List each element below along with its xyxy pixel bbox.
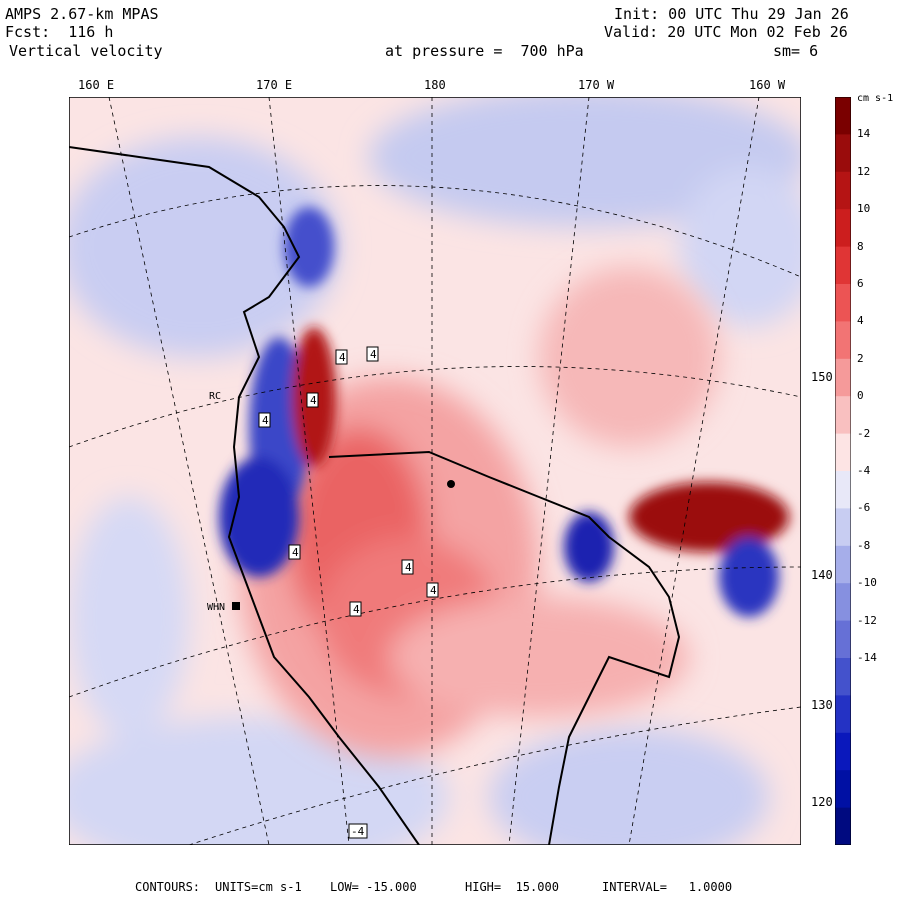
- colorbar-segment: [835, 433, 851, 472]
- contour-label: 4: [262, 414, 269, 427]
- negative-regions: [69, 97, 801, 845]
- footer-interval: INTERVAL= 1.0000: [602, 880, 733, 894]
- colorbar-segment: [835, 134, 851, 173]
- colorbar-tick-label: 6: [857, 277, 864, 290]
- colorbar-segment: [835, 545, 851, 584]
- colorbar-segment: [835, 658, 851, 696]
- contour-label: 4: [370, 348, 377, 361]
- variable-name: Vertical velocity: [9, 42, 163, 60]
- colorbar-tick-label: 4: [857, 314, 864, 328]
- contour-label: -4: [351, 825, 365, 838]
- colorbar-segment: [835, 508, 851, 547]
- lon-label-170w: 170 W: [578, 78, 615, 92]
- colorbar-segment: [835, 583, 851, 622]
- pressure-level: at pressure = 700 hPa: [385, 42, 584, 60]
- colorbar: [835, 97, 851, 845]
- valid-time: Valid: 20 UTC Mon 02 Feb 26: [604, 23, 848, 41]
- init-time: Init: 00 UTC Thu 29 Jan 26: [614, 5, 849, 23]
- model-title: AMPS 2.67-km MPAS: [5, 5, 159, 23]
- colorbar-tick-label: 14: [857, 127, 871, 141]
- station-label: RC: [209, 391, 221, 402]
- smoothing-label: sm= 6: [773, 42, 819, 60]
- colorbar-segment: [835, 358, 851, 397]
- colorbar-segment: [835, 321, 851, 360]
- colorbar-segment: [835, 396, 851, 435]
- colorbar-segment: [835, 807, 851, 845]
- footer-units: UNITS=cm s-1: [215, 880, 302, 894]
- colorbar-tick-label: -2: [857, 426, 871, 440]
- vertical-velocity-map: 4 4 4 4 4 4 4 4 -4 WHN RC: [69, 97, 801, 845]
- contour-label: 4: [353, 603, 360, 616]
- lon-label-160e: 160 E: [78, 78, 115, 92]
- colorbar-tick-label: 0: [857, 389, 864, 403]
- colorbar-segment: [835, 97, 851, 135]
- colorbar-segment: [835, 284, 851, 322]
- forecast-hour: Fcst: 116 h: [5, 23, 114, 41]
- colorbar-segment: [835, 171, 851, 210]
- colorbar-tick-label: -14: [857, 651, 877, 664]
- station-marker: [232, 602, 240, 610]
- lon-label-180: 180: [424, 78, 446, 92]
- graticule: [69, 97, 801, 845]
- footer-contours: CONTOURS:: [135, 880, 201, 894]
- positive-regions: [239, 267, 719, 757]
- colorbar-tick-label: 8: [857, 239, 864, 253]
- footer-low: LOW= -15.000: [330, 880, 417, 894]
- colorbar-segment: [835, 471, 851, 509]
- colorbar-tick-label: -4: [857, 464, 871, 477]
- station-marker: [447, 480, 455, 488]
- footer-high: HIGH= 15.000: [465, 880, 559, 894]
- colorbar-tick-label: 12: [857, 164, 871, 178]
- colorbar-segment: [835, 732, 851, 771]
- lon-label-160w: 160 W: [749, 78, 786, 92]
- contour-label: 4: [339, 351, 346, 364]
- contour-label: 4: [292, 546, 299, 559]
- colorbar-tick-label: -10: [857, 576, 877, 590]
- colorbar-tick-label: -8: [857, 538, 871, 552]
- colorbar-tick-label: -6: [857, 501, 871, 515]
- coastline: [69, 146, 681, 845]
- station-label: WHN: [207, 602, 225, 613]
- colorbar-segment: [835, 620, 851, 659]
- colorbar-units: cm s-1: [857, 93, 894, 104]
- contour-label: 4: [310, 394, 317, 407]
- colorbar-tick-label: 2: [857, 351, 864, 365]
- colorbar-segment: [835, 770, 851, 809]
- colorbar-segment: [835, 246, 851, 285]
- colorbar-tick-label: 10: [857, 202, 871, 216]
- colorbar-tick-label: -12: [857, 613, 877, 627]
- colorbar-segment: [835, 695, 851, 734]
- colorbar-segment: [835, 209, 851, 248]
- contour-label: 4: [430, 584, 437, 597]
- lon-label-170e: 170 E: [256, 78, 293, 92]
- contour-label: 4: [405, 561, 412, 574]
